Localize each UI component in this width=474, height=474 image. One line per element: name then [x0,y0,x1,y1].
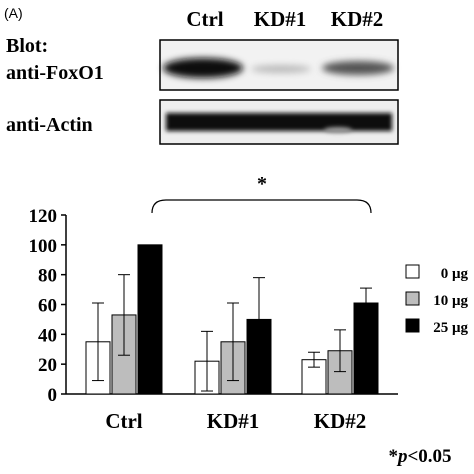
legend-swatch [405,264,420,279]
significance-star: * [257,173,267,195]
lane-label-kd2: KD#2 [331,7,384,31]
antibody-label-actin: anti-Actin [6,114,93,136]
y-tick-label: 20 [38,355,57,376]
actin-blot [159,99,399,145]
legend-swatch [405,291,420,306]
legend-label: 0 μg [441,266,469,282]
bar-ctrl-series-3 [137,244,163,395]
y-tick-label: 80 [38,266,57,287]
legend-label: 10 μg [433,293,468,309]
footnote-p: p [396,446,408,467]
y-tick-label: 120 [29,206,58,227]
foxo1-band-kd2 [322,61,394,75]
foxo1-band-ctrl [163,58,243,78]
lane-label-ctrl: Ctrl [186,7,223,31]
legend-swatch [405,318,420,333]
footnote-rest: <0.05 [407,446,451,467]
legend-label: 25 μg [433,320,468,336]
foxo1-band-kd1 [251,65,311,73]
significance-bracket [151,199,372,214]
panel-label: (A) [4,5,23,21]
actin-band [166,113,392,131]
foxo1-blot [159,39,399,91]
legend: 0 μg 10 μg 25 μg [405,264,469,336]
y-tick-label: 40 [38,325,57,346]
blot-heading: Blot: [6,35,48,57]
footnote-star: * [388,446,398,467]
antibody-label-foxo1: anti-FoxO1 [6,62,104,84]
y-tick-label: 60 [38,296,57,317]
y-tick-label: 0 [48,385,58,406]
x-tick-label: Ctrl [105,409,142,433]
lane-label-kd1: KD#1 [254,7,307,31]
x-tick-label: KD#2 [314,409,367,433]
y-tick-label: 100 [29,236,58,257]
x-tick-label: KD#1 [207,409,260,433]
p-value-footnote: *p<0.05 [388,446,451,467]
bar-chart: 0 20 40 60 80 100 120 Ctrl KD#1 KD#2 * 0 μg 10 μg… [29,173,469,467]
western-blot: Ctrl KD#1 KD#2 Blot: anti-FoxO1 anti-Act… [6,7,399,145]
